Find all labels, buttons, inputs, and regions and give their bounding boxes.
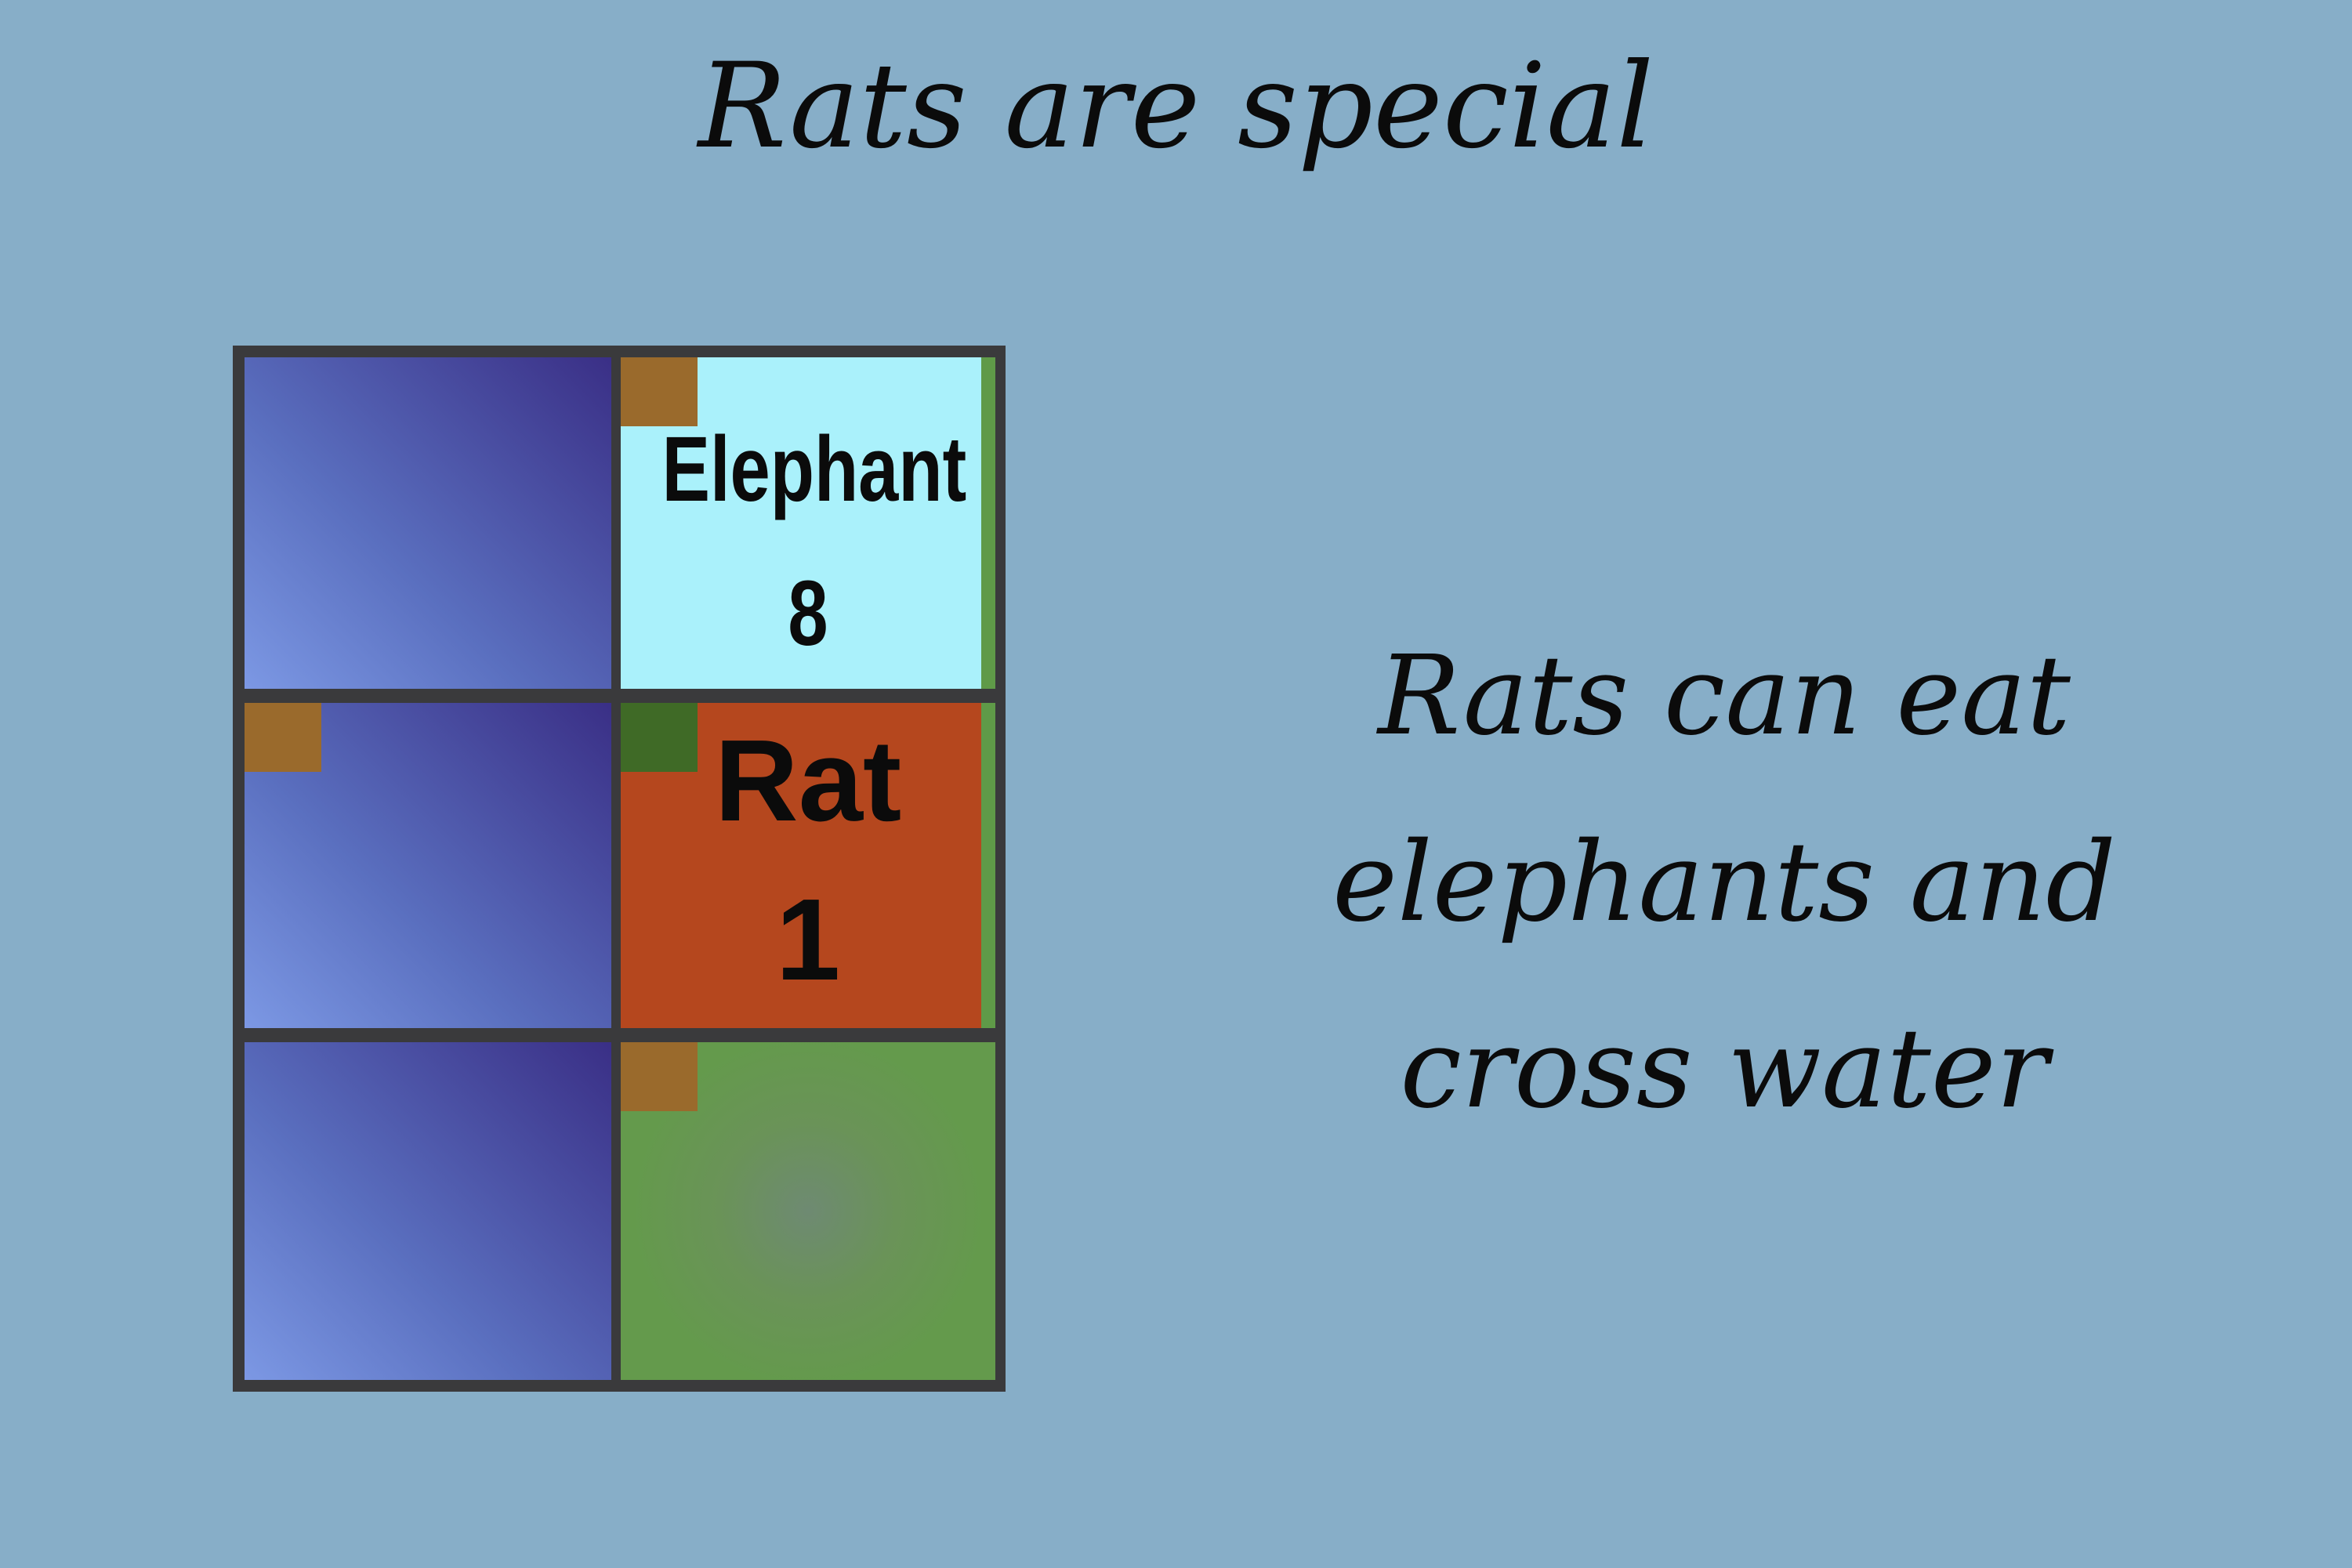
corner-marker (245, 703, 321, 772)
land-cell-r2c1[interactable] (621, 1042, 995, 1380)
rule-line-3: cross water (1223, 976, 2226, 1163)
rule-line-2: elephants and (1223, 790, 2226, 976)
elephant-piece-rank: 8 (662, 563, 955, 664)
water-cell-r2c0[interactable] (245, 1042, 611, 1380)
elephant-cell[interactable]: Elephant 8 (621, 357, 995, 689)
slide-title: Rats are special (0, 28, 2352, 185)
rule-description: Rats can eat elephants and cross water (1223, 603, 2226, 1163)
game-board: Elephant 8 Rat 1 (233, 346, 1006, 1392)
corner-marker (621, 357, 698, 426)
corner-marker (621, 1042, 698, 1111)
rat-piece-name: Rat (621, 715, 995, 848)
water-cell-r0c0[interactable] (245, 357, 611, 689)
rat-cell[interactable]: Rat 1 (621, 703, 995, 1028)
rat-piece-rank: 1 (621, 874, 995, 1007)
rule-line-1: Rats can eat (1223, 603, 2226, 790)
water-cell-r1c0[interactable] (245, 703, 611, 1028)
land-edge-stripe (981, 357, 995, 689)
elephant-piece-name: Elephant (662, 418, 955, 520)
